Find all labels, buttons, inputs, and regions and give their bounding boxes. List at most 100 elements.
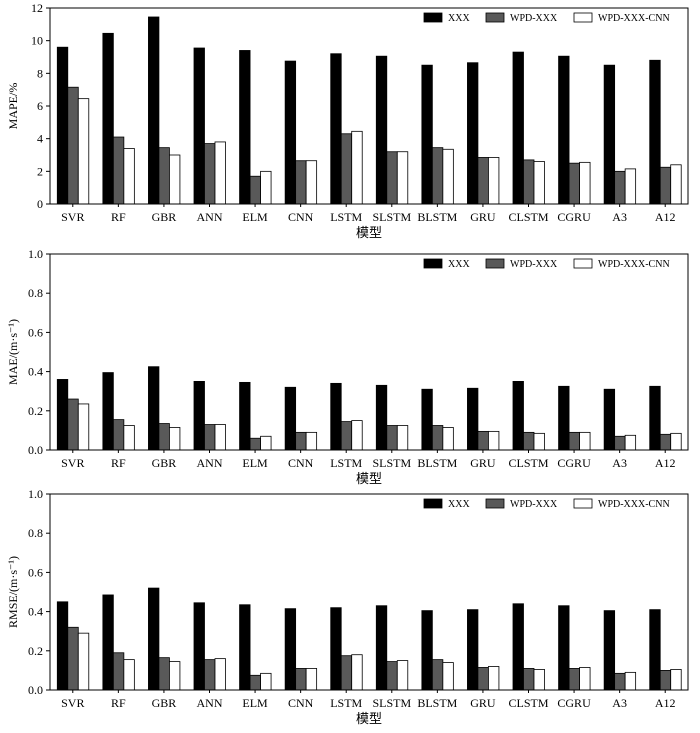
legend-swatch-wpd-xxx bbox=[485, 258, 505, 269]
x-tick-label: RF bbox=[111, 210, 126, 224]
bar-wpd-xxx-cnn-elm bbox=[260, 435, 272, 451]
x-tick-label: SLSTM bbox=[372, 210, 411, 224]
x-tick-label: SVR bbox=[61, 210, 84, 224]
bar-wpd-xxx-ann bbox=[204, 143, 216, 205]
bar-wpd-xxx-a12 bbox=[659, 670, 672, 691]
bar-wpd-xxx-cnn-a12 bbox=[670, 432, 682, 451]
bar-xxx-lstm bbox=[330, 607, 342, 691]
x-tick-label: LSTM bbox=[330, 456, 362, 470]
x-axis-label: 模型 bbox=[356, 225, 382, 240]
y-tick-label: 0.4 bbox=[28, 605, 43, 619]
bar-xxx-svr bbox=[56, 601, 69, 691]
bar-wpd-xxx-blstm bbox=[431, 425, 444, 451]
x-tick-label: RF bbox=[111, 696, 126, 710]
bar-xxx-a3 bbox=[603, 610, 616, 691]
bar-wpd-xxx-cnn-lstm bbox=[351, 654, 363, 691]
bar-xxx-a3 bbox=[603, 64, 616, 205]
y-tick-label: 0.6 bbox=[28, 565, 43, 579]
bar-xxx-slstm bbox=[375, 384, 388, 451]
x-tick-label: GBR bbox=[152, 696, 177, 710]
x-tick-label: A3 bbox=[612, 696, 627, 710]
bar-xxx-gbr bbox=[148, 16, 160, 205]
bar-wpd-xxx-cnn-a12 bbox=[670, 669, 682, 691]
bar-wpd-xxx-elm bbox=[249, 175, 261, 205]
bar-wpd-xxx-cnn-clstm bbox=[533, 669, 545, 691]
y-tick-label: 1.0 bbox=[28, 247, 43, 261]
bar-xxx-clstm bbox=[512, 51, 524, 205]
x-tick-label: SVR bbox=[61, 696, 84, 710]
bar-wpd-xxx-cnn-slstm bbox=[396, 151, 409, 205]
x-tick-label: CGRU bbox=[557, 210, 591, 224]
y-tick-label: 0.8 bbox=[28, 526, 43, 540]
bar-wpd-xxx-a3 bbox=[614, 435, 626, 451]
x-tick-label: SLSTM bbox=[372, 696, 411, 710]
bar-xxx-a12 bbox=[649, 609, 661, 691]
y-tick-label: 0.0 bbox=[28, 443, 43, 457]
legend: XXX WPD-XXX WPD-XXX-CNN bbox=[423, 498, 670, 510]
bar-wpd-xxx-cnn-rf bbox=[123, 659, 135, 691]
bar-wpd-xxx-cnn-gru bbox=[488, 430, 500, 451]
bar-xxx-elm bbox=[239, 50, 251, 205]
bar-wpd-xxx-cnn-slstm bbox=[396, 660, 409, 691]
bar-xxx-blstm bbox=[421, 388, 433, 451]
bar-wpd-xxx-a3 bbox=[614, 672, 626, 691]
bar-xxx-cnn bbox=[284, 386, 297, 451]
bar-wpd-xxx-blstm bbox=[431, 659, 444, 691]
legend-swatch-wpd-xxx bbox=[485, 12, 505, 23]
x-tick-label: ANN bbox=[197, 696, 223, 710]
x-axis-label: 模型 bbox=[356, 711, 382, 726]
bar-wpd-xxx-cnn-lstm bbox=[351, 130, 363, 205]
legend: XXX WPD-XXX WPD-XXX-CNN bbox=[423, 258, 670, 270]
plot-frame bbox=[49, 493, 689, 691]
x-tick-label: GRU bbox=[470, 696, 496, 710]
bar-xxx-cnn bbox=[284, 608, 297, 691]
y-tick-label: 0.0 bbox=[28, 683, 43, 697]
bar-wpd-xxx-a3 bbox=[614, 170, 626, 205]
bar-wpd-xxx-cnn-gbr bbox=[169, 661, 181, 691]
bar-xxx-ann bbox=[193, 380, 205, 451]
bar-wpd-xxx-cnn-svr bbox=[77, 98, 90, 205]
bar-wpd-xxx-cnn-a3 bbox=[624, 434, 637, 451]
bar-wpd-xxx-gbr bbox=[158, 657, 170, 691]
x-tick-label: LSTM bbox=[330, 210, 362, 224]
x-tick-label: BLSTM bbox=[417, 210, 457, 224]
x-tick-label: CGRU bbox=[557, 696, 591, 710]
legend: XXX WPD-XXX WPD-XXX-CNN bbox=[423, 12, 670, 24]
bar-xxx-svr bbox=[56, 379, 69, 451]
legend-swatch-wpd-xxx-cnn bbox=[573, 12, 593, 23]
legend-label: XXX bbox=[448, 13, 470, 24]
bar-xxx-slstm bbox=[375, 605, 388, 691]
bar-wpd-xxx-cnn bbox=[295, 668, 307, 691]
x-tick-label: CLSTM bbox=[508, 456, 548, 470]
bar-wpd-xxx-elm bbox=[249, 674, 261, 691]
bar-wpd-xxx-slstm bbox=[386, 661, 398, 691]
bar-wpd-xxx-slstm bbox=[386, 151, 398, 205]
bar-wpd-xxx-clstm bbox=[523, 431, 535, 451]
x-tick-label: ELM bbox=[242, 210, 268, 224]
x-tick-label: GRU bbox=[470, 456, 496, 470]
bar-wpd-xxx-ann bbox=[204, 659, 216, 691]
legend-swatch-xxx bbox=[423, 498, 443, 509]
bar-wpd-xxx-cgru bbox=[568, 431, 580, 451]
y-tick-label: 12 bbox=[31, 1, 43, 15]
bar-wpd-xxx-cnn-elm bbox=[260, 170, 272, 205]
bar-wpd-xxx-cnn-cgru bbox=[579, 667, 591, 691]
legend-label: WPD-XXX-CNN bbox=[598, 499, 670, 510]
bar-wpd-xxx-cnn-cgru bbox=[579, 431, 591, 451]
bar-wpd-xxx-cnn-slstm bbox=[396, 425, 409, 451]
x-tick-label: ELM bbox=[242, 696, 268, 710]
bar-wpd-xxx-cnn-rf bbox=[123, 425, 135, 451]
bar-wpd-xxx-cnn-clstm bbox=[533, 432, 545, 451]
x-tick-label: A3 bbox=[612, 456, 627, 470]
bar-xxx-lstm bbox=[330, 382, 342, 451]
y-tick-label: 0.8 bbox=[28, 286, 43, 300]
bar-wpd-xxx-cnn-ann bbox=[214, 658, 226, 691]
x-tick-label: SLSTM bbox=[372, 456, 411, 470]
bar-wpd-xxx-cnn bbox=[295, 160, 307, 205]
bar-wpd-xxx-cnn-clstm bbox=[533, 161, 545, 205]
bar-wpd-xxx-elm bbox=[249, 437, 261, 451]
bar-xxx-gru bbox=[467, 387, 479, 451]
bar-wpd-xxx-cnn-blstm bbox=[442, 662, 454, 691]
bar-wpd-xxx-cnn-rf bbox=[123, 148, 135, 205]
bar-wpd-xxx-cnn-a3 bbox=[624, 671, 637, 691]
